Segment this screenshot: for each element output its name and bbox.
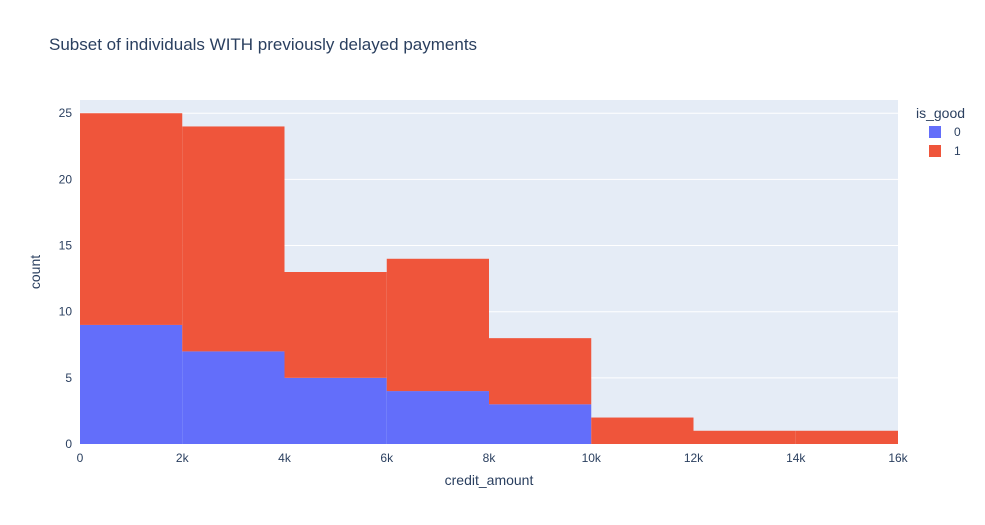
chart-title: Subset of individuals WITH previously de…: [49, 35, 477, 54]
x-tick-label: 12k: [684, 451, 704, 465]
y-tick-label: 10: [59, 305, 73, 319]
bar-series-1: [182, 126, 285, 352]
x-tick-label: 0: [77, 451, 84, 465]
bar-series-1: [591, 417, 694, 444]
bar-series-0: [386, 391, 489, 444]
bar-series-0: [80, 324, 183, 444]
legend-label[interactable]: 1: [954, 144, 961, 158]
legend-title: is_good: [916, 105, 965, 121]
bar-series-1: [284, 272, 387, 378]
bar-series-0: [182, 351, 285, 444]
x-axis-ticks: 0 2k 4k 6k 8k 10k 12k 14k 16k: [77, 451, 909, 465]
x-tick-label: 6k: [380, 451, 394, 465]
x-tick-label: 8k: [483, 451, 497, 465]
x-tick-label: 10k: [582, 451, 602, 465]
y-axis-ticks: 0 5 10 15 20 25: [59, 106, 73, 451]
x-tick-label: 4k: [278, 451, 292, 465]
y-tick-label: 15: [59, 239, 73, 253]
bar-series-1: [693, 430, 796, 444]
x-axis-title: credit_amount: [445, 472, 534, 488]
bar-series-0: [284, 377, 387, 444]
bar-series-1: [386, 258, 489, 392]
legend: is_good 0 1: [916, 105, 965, 158]
bars: [80, 113, 898, 444]
y-tick-label: 20: [59, 172, 73, 186]
bar-series-0: [489, 404, 592, 444]
bar-series-1: [795, 430, 898, 444]
bar-series-1: [489, 338, 592, 405]
y-tick-label: 5: [65, 371, 72, 385]
x-tick-label: 2k: [176, 451, 190, 465]
y-tick-label: 0: [65, 437, 72, 451]
y-axis-title: count: [27, 255, 43, 289]
x-tick-label: 16k: [888, 451, 908, 465]
x-tick-label: 14k: [786, 451, 806, 465]
legend-swatch[interactable]: [929, 145, 941, 157]
bar-series-1: [80, 113, 183, 325]
legend-swatch[interactable]: [929, 126, 941, 138]
legend-label[interactable]: 0: [954, 125, 961, 139]
y-tick-label: 25: [59, 106, 73, 120]
